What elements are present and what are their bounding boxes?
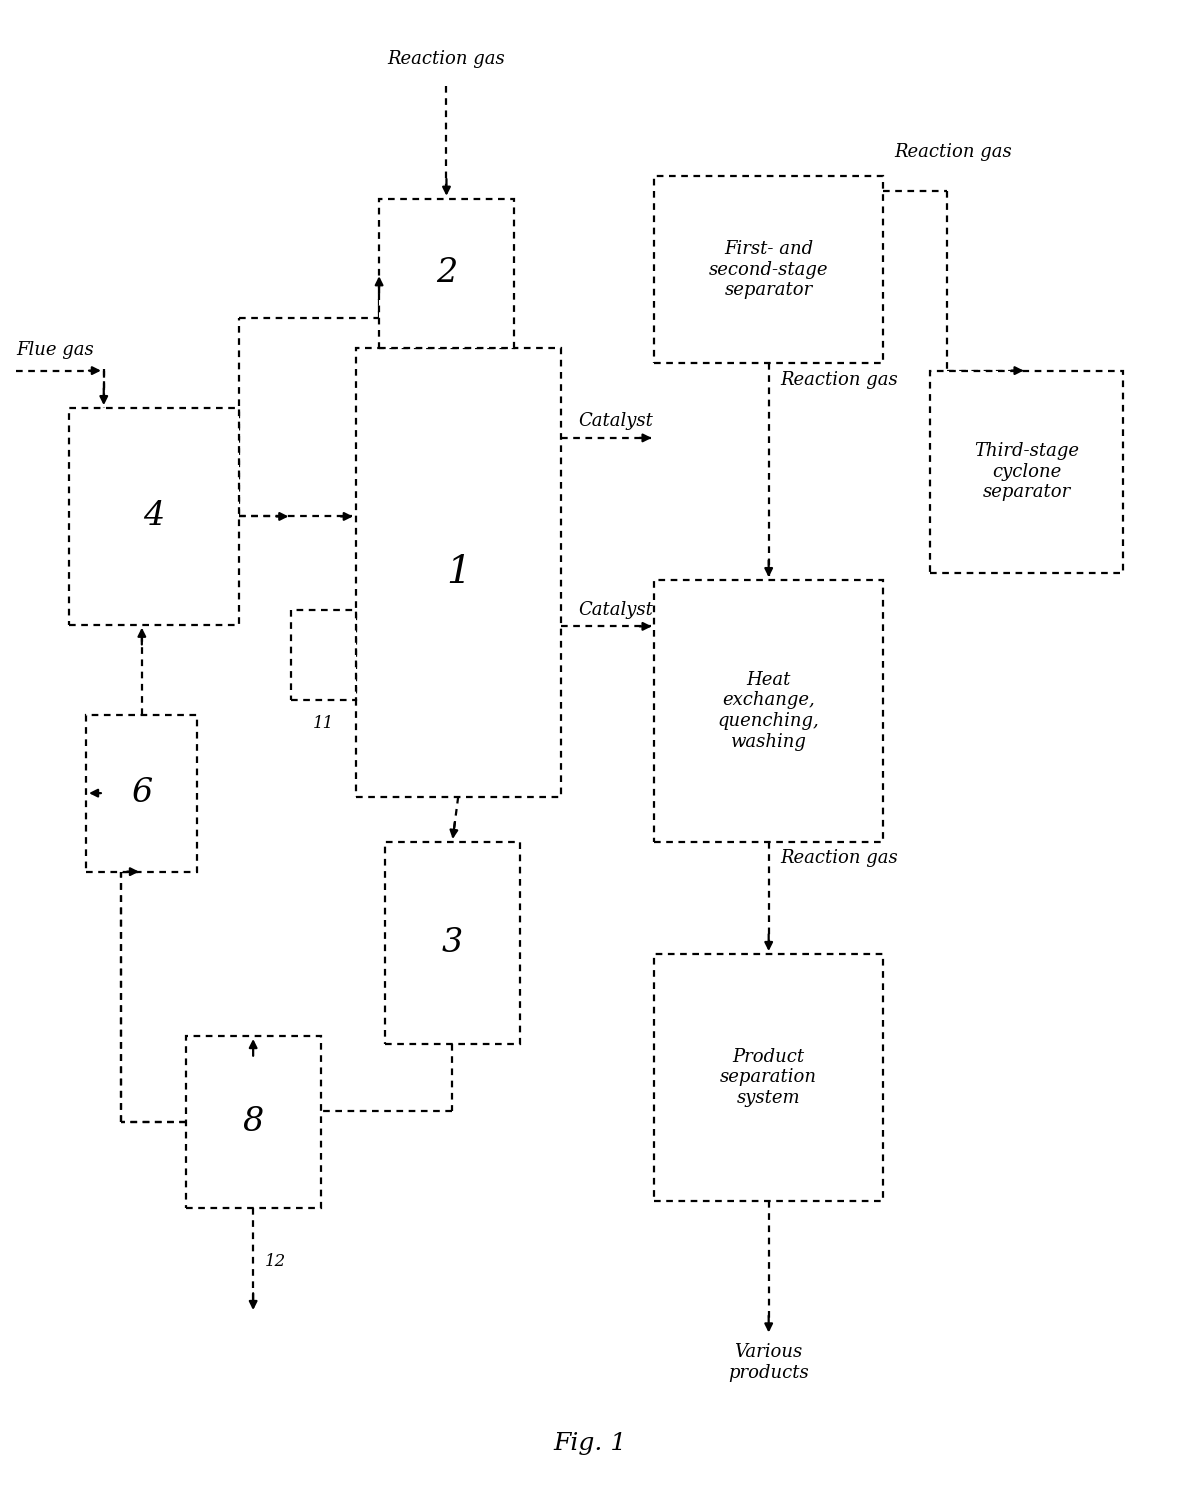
Text: Various
products: Various products (728, 1343, 809, 1382)
Text: Heat
exchange,
quenching,
washing: Heat exchange, quenching, washing (717, 671, 820, 750)
Bar (385, 842, 519, 1044)
Text: 3: 3 (441, 926, 463, 958)
Text: 12: 12 (264, 1253, 286, 1269)
Text: Fig. 1: Fig. 1 (553, 1432, 627, 1454)
Bar (291, 611, 355, 699)
Text: Reaction gas: Reaction gas (780, 370, 898, 388)
Text: 2: 2 (435, 257, 457, 289)
Text: Reaction gas: Reaction gas (387, 51, 505, 69)
Text: First- and
second-stage
separator: First- and second-stage separator (709, 239, 828, 299)
Text: 8: 8 (243, 1105, 264, 1139)
Text: 1: 1 (446, 553, 471, 591)
Text: Third-stage
cyclone
separator: Third-stage cyclone separator (974, 442, 1079, 501)
Bar (379, 199, 513, 347)
Bar (185, 1036, 321, 1208)
Text: 4: 4 (143, 501, 164, 532)
Text: 11: 11 (313, 714, 334, 731)
Bar (655, 954, 883, 1200)
Bar (86, 714, 197, 872)
Text: Catalyst: Catalyst (578, 602, 654, 618)
Bar (68, 408, 238, 624)
Text: 6: 6 (131, 778, 152, 809)
Bar (355, 347, 560, 797)
Text: Reaction gas: Reaction gas (894, 143, 1012, 161)
Bar (930, 370, 1123, 573)
Text: Catalyst: Catalyst (578, 412, 654, 430)
Bar (655, 176, 883, 362)
Bar (655, 581, 883, 842)
Text: Product
separation
system: Product separation system (720, 1047, 818, 1107)
Text: Flue gas: Flue gas (15, 340, 93, 358)
Text: Reaction gas: Reaction gas (780, 850, 898, 868)
